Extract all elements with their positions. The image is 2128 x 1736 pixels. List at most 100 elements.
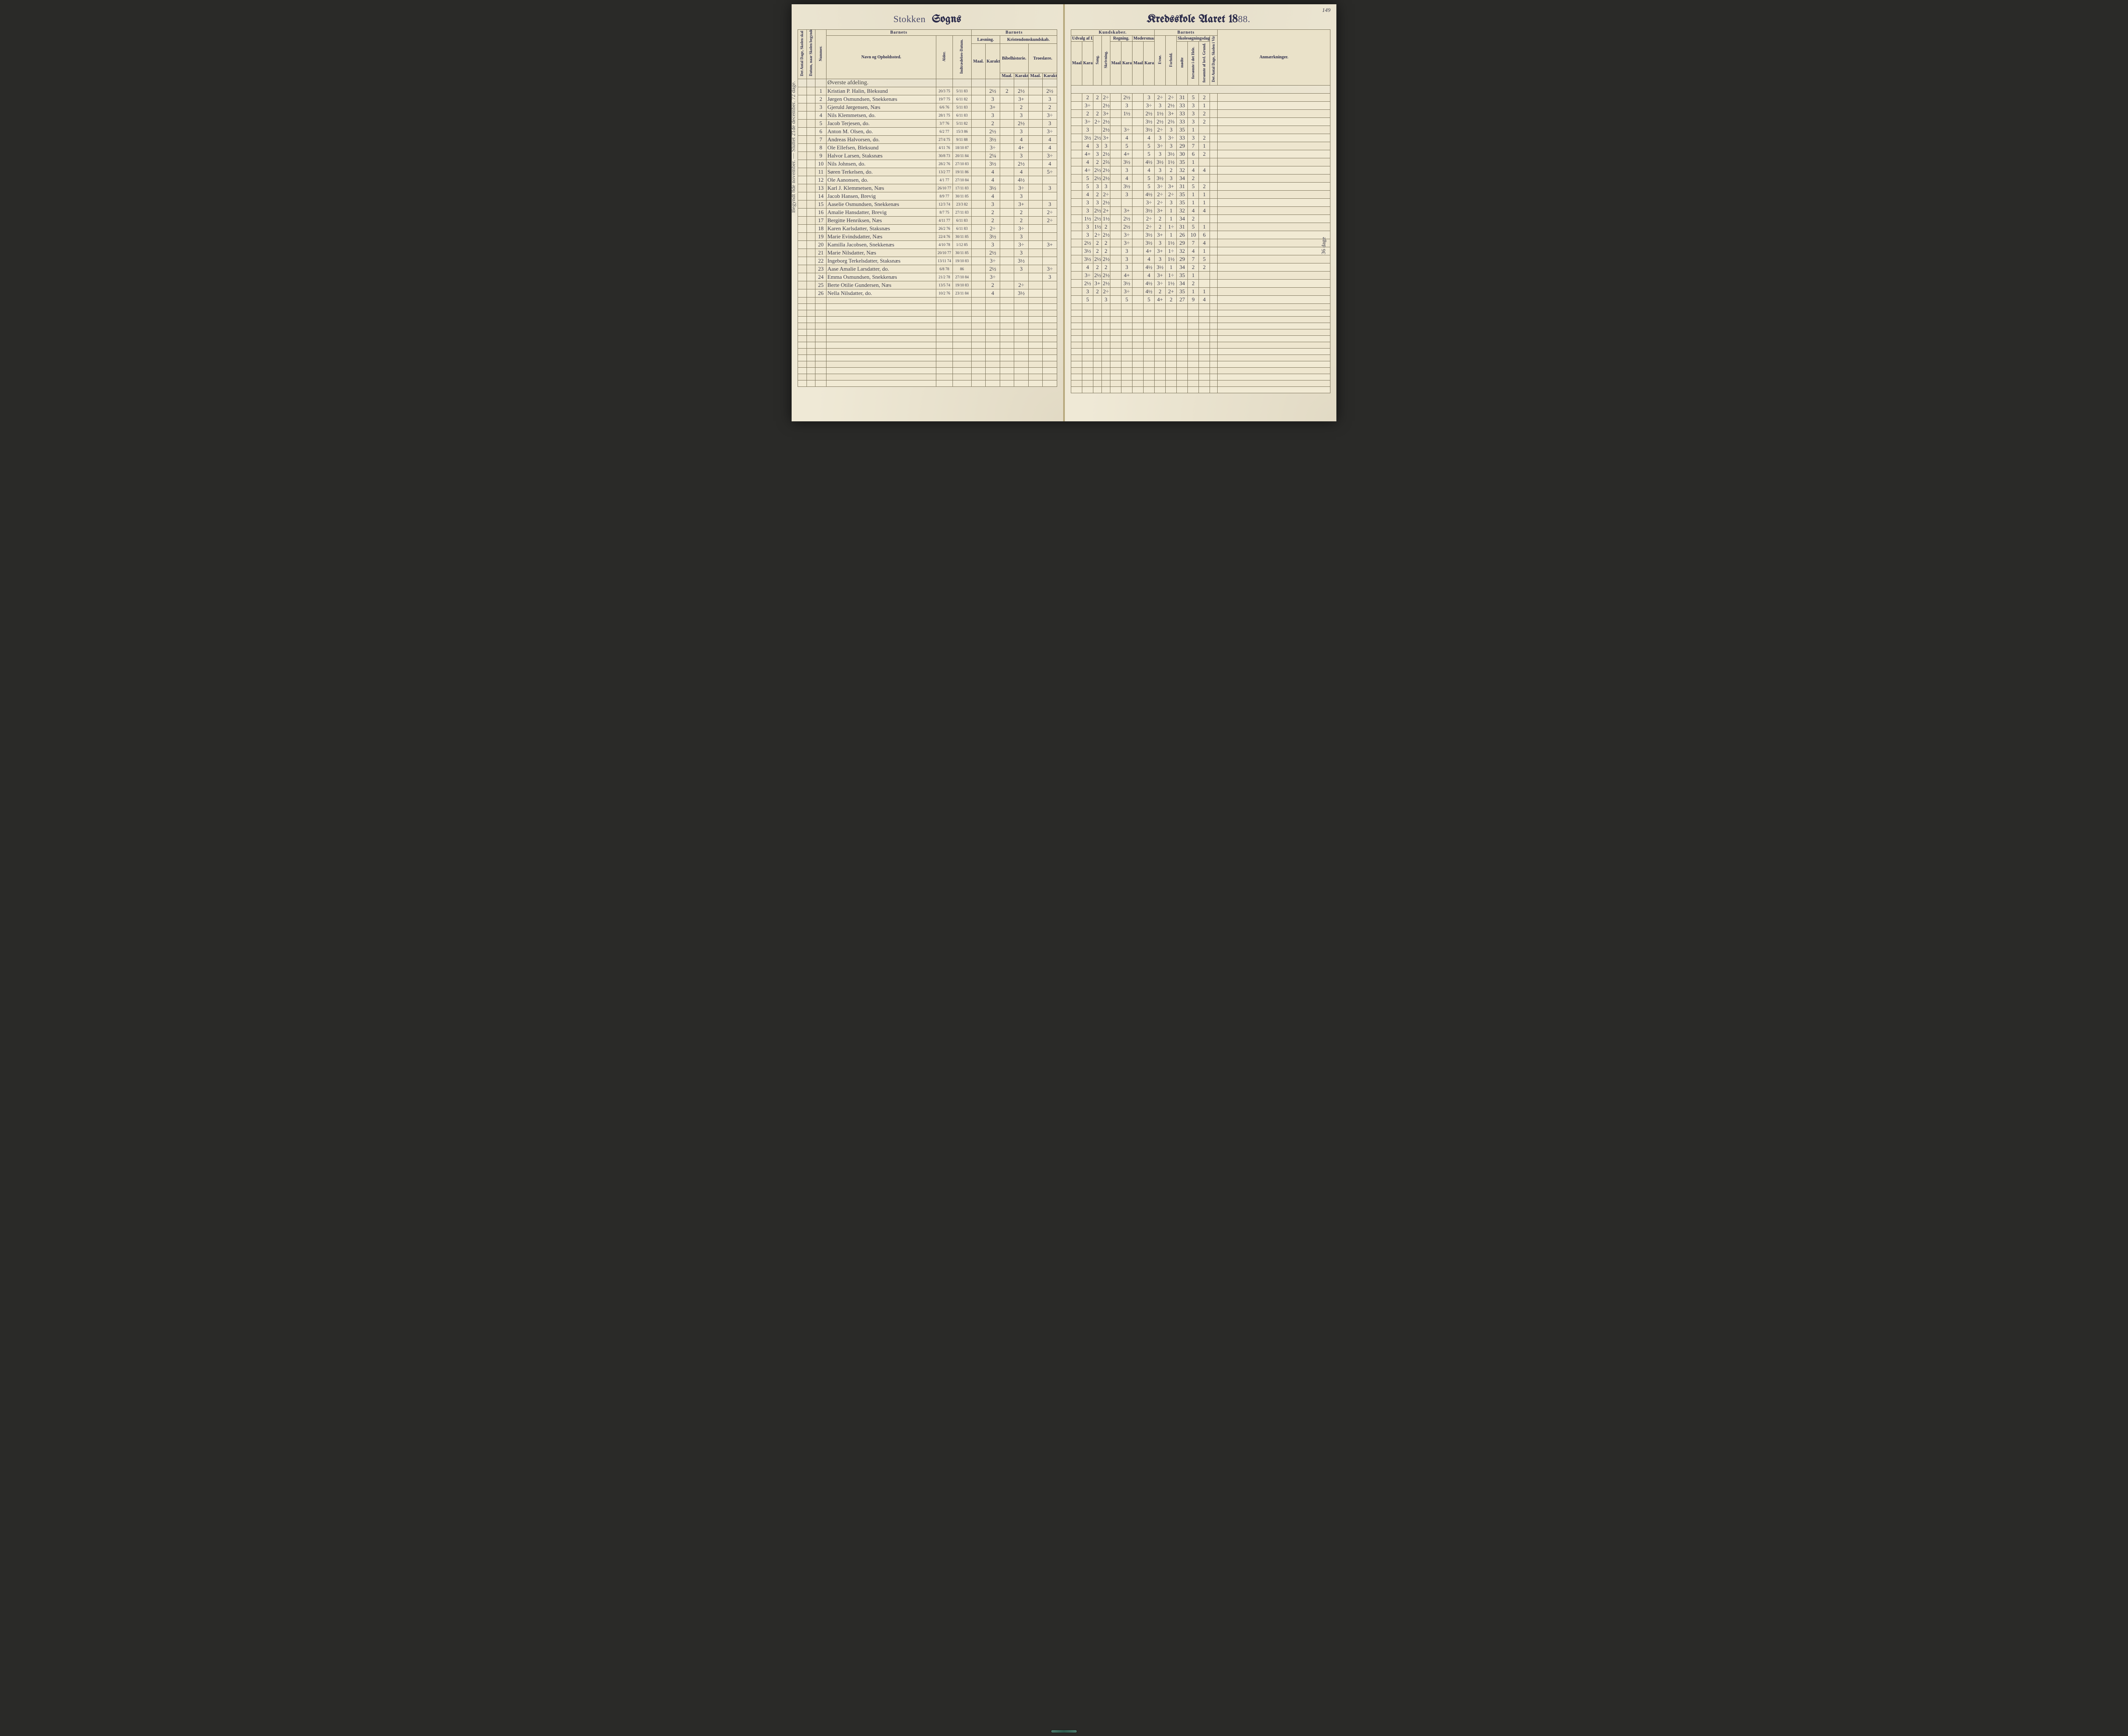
table-row: 223+1½2½1½3+3332	[1071, 109, 1330, 117]
table-row	[798, 329, 1057, 336]
sogns-label: Sogns	[932, 14, 961, 25]
table-row	[798, 310, 1057, 317]
table-row: 3½2234+3+1÷3241	[1071, 247, 1330, 255]
table-row: 222÷2½32÷2÷3152	[1071, 93, 1330, 101]
table-row	[1071, 303, 1330, 310]
hdr-forhold: Forhold.	[1169, 52, 1173, 68]
table-row: 2½3+2½3½4½3÷1½342	[1071, 279, 1330, 287]
hdr-bibel-maal: Maal.	[1000, 73, 1014, 79]
hdr-kristendom: Kristendomskundskab.	[1000, 36, 1057, 44]
table-row: 31½22½2÷21÷3151	[1071, 223, 1330, 231]
table-row: 32½3÷3½2÷3351	[1071, 126, 1330, 134]
table-row: 322÷3÷4½22+3511	[1071, 287, 1330, 295]
hdr-laes-kar: Karakter.	[986, 44, 1000, 79]
table-row	[798, 297, 1057, 304]
table-row: 433553÷32971	[1071, 142, 1330, 150]
binding-thread	[1051, 1730, 1077, 1733]
hdr-antal-dage: Det Antal Dage, Skolen skal holdes i Kre…	[800, 30, 804, 77]
table-row	[1071, 323, 1330, 329]
table-row	[1071, 335, 1330, 342]
right-title: Kredsskole Aaret 1888.	[1071, 12, 1330, 29]
hdr-indtr: Indtrædelses-Datum.	[960, 38, 964, 74]
table-row	[798, 323, 1057, 329]
hdr-laesning: Læsning.	[971, 36, 1000, 44]
hdr-skoledage: Skolesøgningsdage.	[1177, 36, 1210, 42]
table-row: 7Andreas Halvorsen, do.27/4 759/11 883½4…	[798, 136, 1057, 144]
left-table: Det Antal Dage, Skolen skal holdes i Kre…	[798, 29, 1057, 387]
hdr-udv-maal: Maal.	[1071, 42, 1082, 86]
table-row: 21Marie Nilsdatter, Næs20/10 7730/11 852…	[798, 249, 1057, 257]
table-row: 4÷2½2½34323244	[1071, 166, 1330, 174]
table-row: 5333½53÷3+3152	[1071, 182, 1330, 190]
table-row: 20Kamilla Jacobsen, Snekkenæs4/10 781/12…	[798, 241, 1057, 249]
table-row: 3½2½3+4433÷3332	[1071, 134, 1330, 142]
table-row	[1071, 342, 1330, 348]
table-row: 422÷34½2÷2÷3511	[1071, 190, 1330, 198]
table-row: 23Aase Amalie Larsdatter, do.6/8 78862½3…	[798, 265, 1057, 273]
table-row: 6Anton M. Olsen, do.6/2 7715/3 862½33÷	[798, 128, 1057, 136]
right-table: Kundskaber. Barnets Anmærkninger. Udvalg…	[1071, 29, 1330, 393]
table-row	[798, 304, 1057, 310]
table-row: 16Amalie Hansdatter, Brevig8/7 7527/11 8…	[798, 209, 1057, 217]
table-row	[798, 317, 1057, 323]
left-margin-note: Begyndt 8de november. — Sluttet 21de dec…	[790, 81, 797, 213]
left-tbody: Øverste afdeling. 1Kristian P. Halin, Bl…	[798, 79, 1057, 387]
year-label: 88.	[1238, 14, 1255, 24]
right-thead: Kundskaber. Barnets Anmærkninger. Udvalg…	[1071, 30, 1330, 86]
table-row	[1071, 361, 1330, 367]
table-row	[1071, 329, 1330, 335]
hdr-anm: Anmærkninger.	[1218, 30, 1330, 86]
table-row	[798, 342, 1057, 349]
table-row	[798, 361, 1057, 368]
table-row: 19Marie Evindsdatter, Næs22/4 7630/11 85…	[798, 233, 1057, 241]
hdr-nummer: Nummer.	[819, 45, 823, 62]
table-row: 13Karl J. Klemmetsen, Næs26/10 7717/11 8…	[798, 184, 1057, 192]
right-page: 149 Kredsskole Aaret 1888. Kundskaber. B…	[1064, 4, 1336, 421]
table-row: 4+32½4+533½3062	[1071, 150, 1330, 158]
hdr-troes-kar: Karakter.	[1043, 73, 1057, 79]
hdr-navn: Navn og Opholdssted.	[827, 36, 936, 79]
hdr-udvalg: Udvalg af Læsebogen.	[1071, 36, 1093, 42]
table-row	[798, 374, 1057, 380]
hdr-kundskaber: Kundskaber.	[1071, 30, 1155, 36]
table-row: 24Emma Osmundsen, Snekkenæs21/2 7827/10 …	[798, 273, 1057, 281]
table-row: 25Berte Otilie Gundersen, Næs13/5 7419/1…	[798, 281, 1057, 289]
table-row	[1071, 348, 1330, 355]
table-row: 3½2½2½3431½2975	[1071, 255, 1330, 263]
table-row	[1071, 374, 1330, 380]
right-margin-note: 36 dage	[1320, 237, 1327, 255]
hdr-regning: Regning.	[1110, 36, 1133, 42]
ledger-spread: Begyndt 8de november. — Sluttet 21de dec…	[792, 4, 1336, 421]
hdr-antal-virk: Det Antal Dage, Skolen i Virkeligheden e…	[1212, 36, 1216, 83]
hdr-modersmaal: Modersmaal	[1133, 36, 1155, 42]
table-row: 32½2+3+3½3+13244	[1071, 206, 1330, 214]
table-row: 26Nella Nilsdatter, do.10/2 7623/11 8443…	[798, 289, 1057, 297]
table-row: 5Jacob Terjesen, do.3/7 765/11 8222½3	[798, 120, 1057, 128]
table-row: 14Jacob Hansen, Brevig8/9 7730/11 8543	[798, 192, 1057, 200]
hdr-mod-maal: Maal.	[1133, 42, 1144, 86]
table-row: 9Halvor Larsen, Staksnæs30/8 7320/11 842…	[798, 152, 1057, 160]
hdr-laes-maal: Maal.	[971, 44, 986, 79]
hdr-reg-maal: Maal.	[1110, 42, 1121, 86]
table-row: 32÷2½3÷3½3+126106	[1071, 231, 1330, 239]
table-row: 15Aaselie Osmundsen, Snekkenæs12/3 7423/…	[798, 200, 1057, 209]
table-row	[1071, 355, 1330, 361]
table-row	[1071, 386, 1330, 393]
table-row	[1071, 380, 1330, 386]
hdr-alder: Alder.	[942, 51, 947, 62]
table-row: 332½3÷2÷33511	[1071, 198, 1330, 206]
table-row: 53554+22794	[1071, 295, 1330, 303]
hdr-evne: Evne.	[1158, 54, 1162, 65]
table-row: 17Bergitte Henriksen, Næs4/11 776/11 832…	[798, 217, 1057, 225]
table-row: 3÷2½2½4+43+1÷351	[1071, 271, 1330, 279]
hdr-bibel: Bibelhistorie.	[1000, 44, 1028, 73]
kreds-label: Kredsskole Aaret 18	[1147, 14, 1238, 25]
table-row: 422⅔3½4½3½1½351	[1071, 158, 1330, 166]
hdr-barnets-2: Barnets	[971, 30, 1057, 36]
table-row	[798, 355, 1057, 361]
hdr-barnets-1: Barnets	[827, 30, 972, 36]
table-row: 11Søren Terkelsen, do.13/2 7719/11 86445…	[798, 168, 1057, 176]
table-row: 3÷2÷2½3½2½2⅔3332	[1071, 117, 1330, 126]
hdr-udv-kar: Karakter.	[1082, 42, 1093, 86]
table-row: 3Gjeruld Jørgensen, Næs6/6 765/11 833+22	[798, 103, 1057, 112]
